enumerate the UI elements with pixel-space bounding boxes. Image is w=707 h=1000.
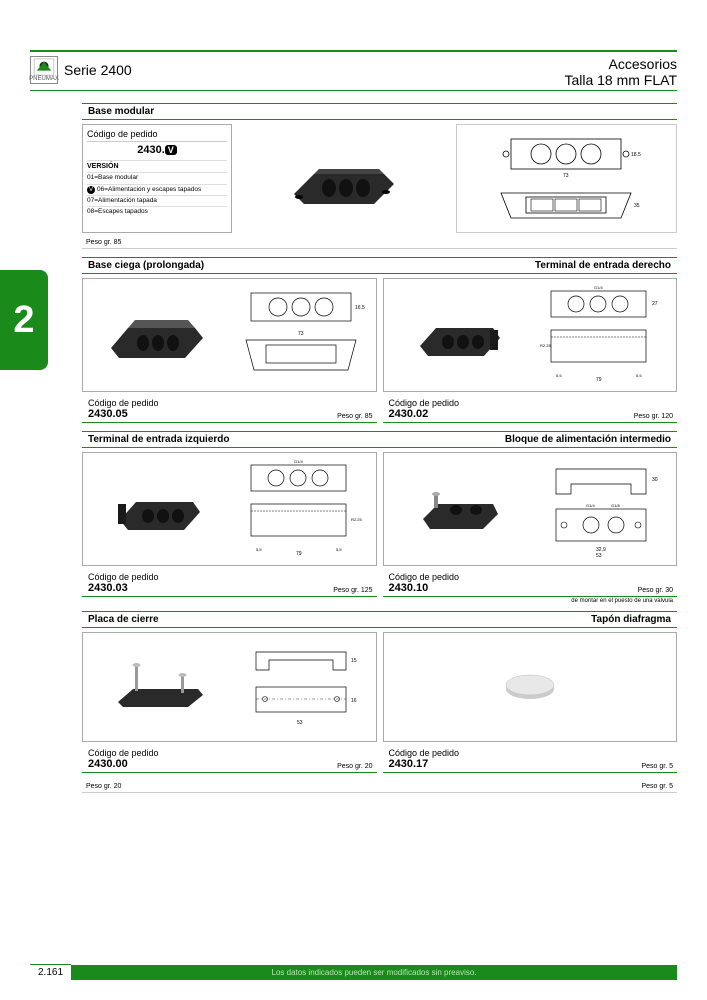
page-header: PNEUMAX Serie 2400 Accesorios Talla 18 m… — [30, 56, 677, 91]
svg-text:53: 53 — [297, 720, 303, 726]
weight-footer: Peso gr. 20 — [82, 781, 377, 792]
svg-text:G1/4: G1/4 — [294, 459, 303, 464]
product-cell — [383, 632, 678, 742]
svg-text:79: 79 — [296, 551, 302, 557]
svg-text:G1/8: G1/8 — [611, 503, 620, 508]
section-bar-4: Placa de cierre Tapón diafragma — [82, 611, 677, 628]
svg-text:R2.25: R2.25 — [351, 517, 362, 522]
weight-line: Peso gr. 85 — [82, 237, 677, 249]
product-cell: G1/4 27 R2.25 5,5 79 5,5 — [383, 278, 678, 392]
order-code-cell: Código de pedido 2430.17 Peso gr. 5 — [383, 746, 678, 773]
section-bar-3: Terminal de entrada izquierdo Bloque de … — [82, 431, 677, 448]
product-cell: 16.5 73 — [82, 278, 377, 392]
svg-text:30: 30 — [652, 477, 658, 483]
svg-text:5,5: 5,5 — [336, 547, 342, 552]
svg-text:G1/4: G1/4 — [586, 503, 595, 508]
brand-logo: PNEUMAX — [30, 56, 58, 84]
order-code-cell: Código de pedido 2430.03 Peso gr. 125 — [82, 570, 377, 597]
svg-text:73: 73 — [563, 173, 569, 179]
footer-note: Los datos indicados pueden ser modificad… — [71, 965, 677, 980]
order-code-cell: Código de pedido 2430.00 Peso gr. 20 — [82, 746, 377, 773]
product-cell: 30 G1/4 G1/8 32,9 53 — [383, 452, 678, 566]
svg-text:R2.25: R2.25 — [540, 343, 551, 348]
svg-text:5,5: 5,5 — [636, 373, 642, 378]
order-code-cell: Código de pedido 2430.05 Peso gr. 85 — [82, 396, 377, 423]
technical-drawing: 18.5 73 35 — [456, 124, 678, 233]
svg-text:79: 79 — [596, 377, 602, 383]
svg-text:5,5: 5,5 — [256, 547, 262, 552]
page-footer: 2.161 Los datos indicados pueden ser mod… — [30, 964, 677, 980]
svg-text:5,5: 5,5 — [556, 373, 562, 378]
section-bar-base-modular: Base modular — [82, 103, 677, 120]
order-spec-box: Código de pedido 2430.V VERSIÓN 01=Base … — [82, 124, 232, 233]
svg-text:53: 53 — [596, 553, 602, 559]
section-bar-2: Base ciega (prolongada) Terminal de entr… — [82, 257, 677, 274]
svg-text:G1/4: G1/4 — [594, 285, 603, 290]
page-number: 2.161 — [30, 964, 71, 980]
svg-text:15: 15 — [351, 658, 357, 664]
svg-text:16: 16 — [351, 698, 357, 704]
svg-text:16.5: 16.5 — [355, 305, 365, 311]
order-code-cell: Código de pedido 2430.02 Peso gr. 120 — [383, 396, 678, 423]
chapter-tab: 2 — [0, 270, 48, 370]
product-cell: 15 16 53 — [82, 632, 377, 742]
svg-text:35: 35 — [634, 203, 640, 209]
weight-footer: Peso gr. 5 — [383, 781, 678, 792]
header-right: Accesorios Talla 18 mm FLAT — [564, 56, 677, 88]
series-label: Serie 2400 — [64, 62, 132, 78]
svg-text:27: 27 — [652, 301, 658, 307]
svg-text:18.5: 18.5 — [631, 152, 641, 158]
product-cell: G1/4 R2.25 5,5 79 5,5 — [82, 452, 377, 566]
product-photo — [238, 124, 450, 233]
svg-text:73: 73 — [298, 331, 304, 337]
order-code-cell: Código de pedido 2430.10 Peso gr. 30 de … — [383, 570, 678, 597]
